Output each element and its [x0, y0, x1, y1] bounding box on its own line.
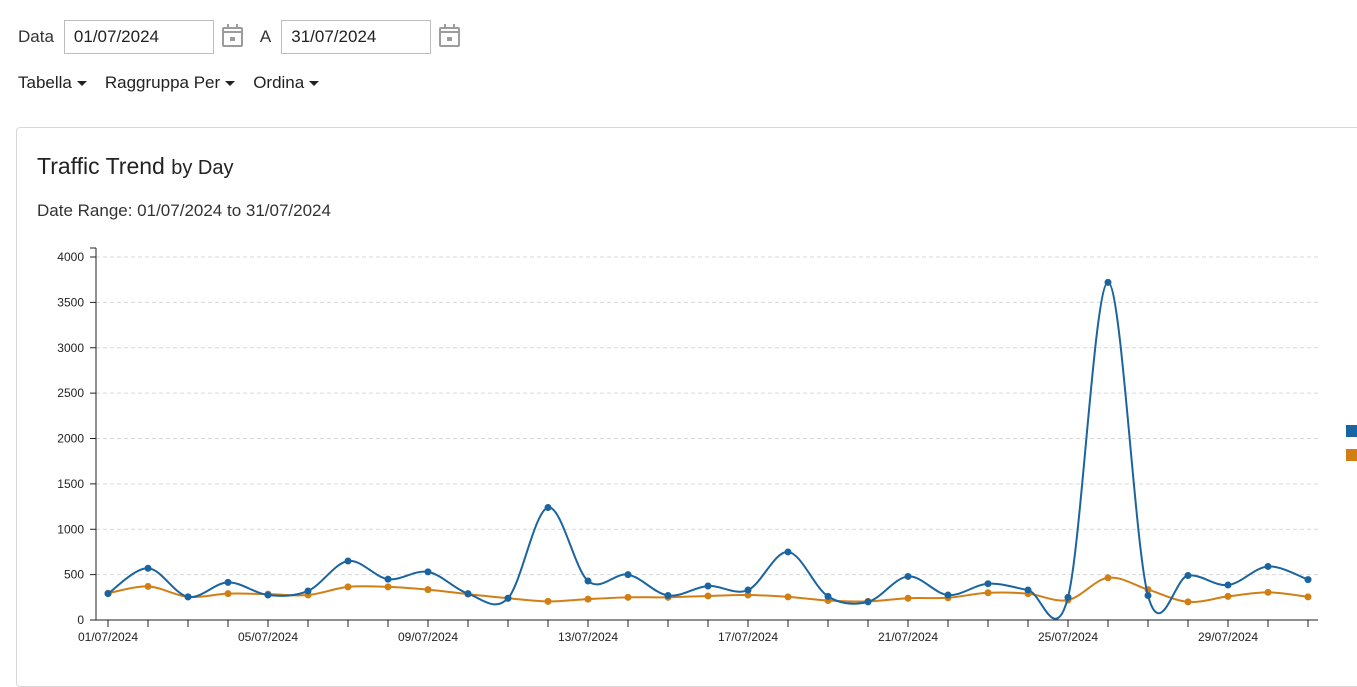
y-tick-label: 2500 — [57, 386, 84, 400]
sort-menu-label: Ordina — [253, 73, 305, 92]
caret-down-icon — [309, 80, 320, 86]
y-tick-label: 3000 — [57, 341, 84, 355]
chart-title: Traffic Trend by Day — [37, 153, 233, 180]
date-filter-bar: Data A — [18, 20, 461, 54]
data-point-series-1 — [664, 591, 672, 599]
data-point-series-2 — [1304, 593, 1312, 601]
data-point-series-1 — [104, 590, 112, 598]
data-point-series-1 — [584, 577, 592, 585]
data-point-series-1 — [984, 580, 992, 588]
data-point-series-2 — [624, 593, 632, 601]
data-point-series-2 — [584, 595, 592, 603]
data-point-series-1 — [384, 575, 392, 583]
sort-menu[interactable]: Ordina — [253, 73, 320, 93]
data-point-series-2 — [544, 597, 552, 605]
data-point-series-1 — [224, 578, 232, 586]
calendar-icon[interactable] — [439, 24, 461, 47]
data-point-series-2 — [1184, 598, 1192, 606]
data-point-series-1 — [344, 557, 352, 565]
x-tick-label: 21/07/2024 — [878, 630, 938, 644]
data-point-series-2 — [144, 582, 152, 590]
data-point-series-2 — [1104, 574, 1112, 582]
x-tick-label: 29/07/2024 — [1198, 630, 1258, 644]
x-tick-label: 17/07/2024 — [718, 630, 778, 644]
data-point-series-1 — [944, 591, 952, 599]
data-point-series-1 — [1024, 586, 1032, 594]
data-point-series-1 — [904, 572, 912, 580]
data-point-series-1 — [144, 564, 152, 572]
data-point-series-1 — [784, 548, 792, 556]
to-date-label: A — [259, 27, 272, 46]
data-point-series-1 — [1304, 576, 1312, 584]
from-date-label: Data — [18, 27, 54, 46]
traffic-trend-chart: 0 500 1000 1500 2000 2500 3000 3500 4000 01/07/20… — [57, 247, 1318, 644]
data-point-series-1 — [544, 503, 552, 511]
y-tick-label: 3500 — [57, 295, 84, 309]
table-menu-label: Tabella — [18, 73, 72, 92]
date-range-text: Date Range: 01/07/2024 to 31/07/2024 — [37, 201, 331, 220]
y-tick-label: 500 — [64, 568, 84, 582]
caret-down-icon — [76, 80, 87, 86]
data-point-series-1 — [1064, 593, 1072, 601]
group-by-menu-label: Raggruppa Per — [104, 73, 221, 92]
data-point-series-1 — [824, 592, 832, 600]
data-point-series-2 — [1264, 588, 1272, 596]
data-point-series-1 — [864, 598, 872, 606]
data-point-series-2 — [984, 589, 992, 597]
from-date-input[interactable] — [63, 20, 214, 54]
toolbar-menus: Tabella Raggruppa Per Ordina — [18, 73, 320, 93]
legend-swatch-series-1[interactable] — [1346, 425, 1357, 437]
data-point-series-1 — [304, 587, 312, 595]
table-menu[interactable]: Tabella — [18, 73, 87, 93]
data-point-series-2 — [744, 591, 752, 599]
data-point-series-1 — [264, 591, 272, 599]
data-point-series-1 — [1264, 562, 1272, 570]
series-line-1 — [107, 281, 1309, 620]
x-tick-label: 13/07/2024 — [558, 630, 618, 644]
data-point-series-2 — [784, 593, 792, 601]
data-point-series-1 — [744, 586, 752, 594]
x-tick-label: 01/07/2024 — [78, 630, 138, 644]
y-tick-label: 1000 — [57, 522, 84, 536]
data-point-series-1 — [1184, 572, 1192, 580]
to-date-input[interactable] — [281, 20, 432, 54]
data-point-series-1 — [424, 568, 432, 576]
x-tick-label: 25/07/2024 — [1038, 630, 1098, 644]
chart-title-main: Traffic Trend — [37, 153, 165, 179]
data-point-series-1 — [704, 582, 712, 590]
data-point-series-2 — [344, 583, 352, 591]
legend-swatch-series-2[interactable] — [1346, 449, 1357, 461]
x-tick-label: 05/07/2024 — [238, 630, 298, 644]
group-by-menu[interactable]: Raggruppa Per — [104, 73, 236, 93]
y-tick-label: 2000 — [57, 432, 84, 446]
data-point-series-2 — [1224, 592, 1232, 600]
calendar-icon[interactable] — [221, 24, 243, 47]
data-point-series-1 — [624, 571, 632, 579]
data-point-series-1 — [504, 594, 512, 602]
data-point-series-2 — [224, 590, 232, 598]
data-point-series-1 — [1224, 581, 1232, 589]
x-tick-label: 09/07/2024 — [398, 630, 458, 644]
data-point-series-2 — [704, 592, 712, 600]
caret-down-icon — [225, 80, 236, 86]
data-point-series-2 — [384, 583, 392, 591]
y-tick-label: 4000 — [57, 250, 84, 264]
data-point-series-1 — [464, 590, 472, 598]
data-point-series-2 — [424, 586, 432, 594]
data-point-series-1 — [1144, 591, 1152, 599]
data-point-series-1 — [1104, 278, 1112, 286]
y-tick-label: 0 — [77, 613, 84, 627]
y-tick-label: 1500 — [57, 477, 84, 491]
data-point-series-1 — [184, 593, 192, 601]
chart-title-suffix: by Day — [171, 157, 234, 179]
data-point-series-2 — [904, 594, 912, 602]
